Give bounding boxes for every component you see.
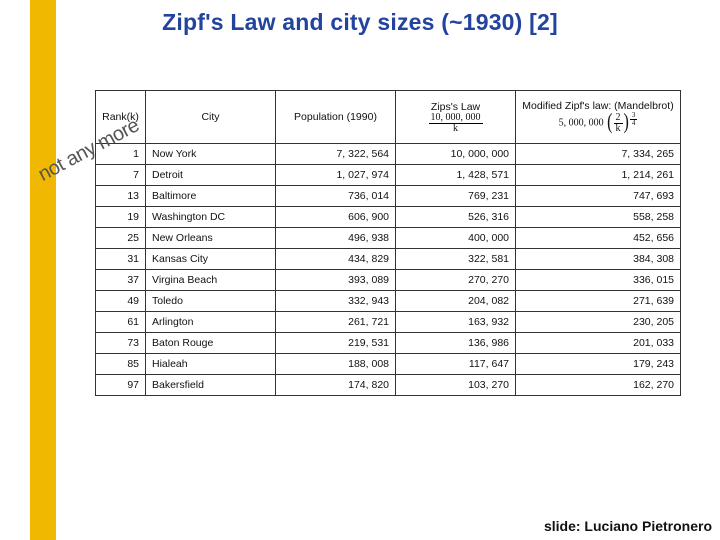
data-table: Rank(k) City Population (1990) Zips's La…: [95, 90, 681, 396]
cell-pop: 188, 008: [276, 354, 396, 375]
cell-city: Washington DC: [146, 207, 276, 228]
table-row: 97Bakersfield174, 820103, 270162, 270: [96, 375, 681, 396]
cell-mod: 230, 205: [516, 312, 681, 333]
cell-city: Virgina Beach: [146, 270, 276, 291]
cell-rank: 73: [96, 333, 146, 354]
table-row: 1Now York7, 322, 56410, 000, 0007, 334, …: [96, 144, 681, 165]
cell-mod: 7, 334, 265: [516, 144, 681, 165]
cell-mod: 336, 015: [516, 270, 681, 291]
cell-zipf: 117, 647: [396, 354, 516, 375]
accent-bar: [30, 0, 56, 540]
data-table-wrap: Rank(k) City Population (1990) Zips's La…: [95, 90, 680, 396]
cell-city: Toledo: [146, 291, 276, 312]
cell-pop: 261, 721: [276, 312, 396, 333]
col-zipf-header: Zips's Law 10, 000, 000 k: [396, 91, 516, 144]
cell-city: Kansas City: [146, 249, 276, 270]
cell-rank: 25: [96, 228, 146, 249]
cell-city: Baltimore: [146, 186, 276, 207]
table-row: 61Arlington261, 721163, 932230, 205: [96, 312, 681, 333]
cell-city: Now York: [146, 144, 276, 165]
cell-rank: 19: [96, 207, 146, 228]
cell-zipf: 10, 000, 000: [396, 144, 516, 165]
cell-zipf: 163, 932: [396, 312, 516, 333]
cell-rank: 31: [96, 249, 146, 270]
cell-rank: 7: [96, 165, 146, 186]
cell-mod: 747, 693: [516, 186, 681, 207]
cell-zipf: 270, 270: [396, 270, 516, 291]
cell-pop: 496, 938: [276, 228, 396, 249]
cell-pop: 332, 943: [276, 291, 396, 312]
cell-rank: 85: [96, 354, 146, 375]
table-row: 37Virgina Beach393, 089270, 270336, 015: [96, 270, 681, 291]
mod-header-label: Modified Zipf's law: (Mandelbrot): [519, 100, 677, 112]
table-row: 85Hialeah188, 008117, 647179, 243: [96, 354, 681, 375]
cell-pop: 434, 829: [276, 249, 396, 270]
cell-zipf: 526, 316: [396, 207, 516, 228]
cell-mod: 384, 308: [516, 249, 681, 270]
cell-city: Detroit: [146, 165, 276, 186]
table-row: 31Kansas City434, 829322, 581384, 308: [96, 249, 681, 270]
col-rank-header: Rank(k): [96, 91, 146, 144]
cell-mod: 201, 033: [516, 333, 681, 354]
cell-rank: 13: [96, 186, 146, 207]
cell-mod: 179, 243: [516, 354, 681, 375]
mod-formula: 5, 000, 000 ( 2 k ) 3 4: [559, 112, 638, 134]
zipf-header-label: Zips's Law: [399, 101, 512, 113]
cell-zipf: 103, 270: [396, 375, 516, 396]
cell-rank: 61: [96, 312, 146, 333]
cell-rank: 37: [96, 270, 146, 291]
table-row: 73Baton Rouge219, 531136, 986201, 033: [96, 333, 681, 354]
cell-pop: 393, 089: [276, 270, 396, 291]
cell-rank: 1: [96, 144, 146, 165]
cell-zipf: 400, 000: [396, 228, 516, 249]
table-row: 49Toledo332, 943204, 082271, 639: [96, 291, 681, 312]
cell-zipf: 204, 082: [396, 291, 516, 312]
col-pop-header: Population (1990): [276, 91, 396, 144]
cell-zipf: 136, 986: [396, 333, 516, 354]
cell-pop: 1, 027, 974: [276, 165, 396, 186]
cell-pop: 7, 322, 564: [276, 144, 396, 165]
cell-rank: 97: [96, 375, 146, 396]
cell-pop: 174, 820: [276, 375, 396, 396]
col-mod-header: Modified Zipf's law: (Mandelbrot) 5, 000…: [516, 91, 681, 144]
cell-mod: 558, 258: [516, 207, 681, 228]
cell-zipf: 769, 231: [396, 186, 516, 207]
cell-mod: 162, 270: [516, 375, 681, 396]
cell-zipf: 322, 581: [396, 249, 516, 270]
cell-mod: 271, 639: [516, 291, 681, 312]
table-row: 13Baltimore736, 014769, 231747, 693: [96, 186, 681, 207]
cell-city: Arlington: [146, 312, 276, 333]
table-row: 19Washington DC606, 900526, 316558, 258: [96, 207, 681, 228]
cell-rank: 49: [96, 291, 146, 312]
cell-mod: 452, 656: [516, 228, 681, 249]
cell-zipf: 1, 428, 571: [396, 165, 516, 186]
cell-city: Hialeah: [146, 354, 276, 375]
cell-mod: 1, 214, 261: [516, 165, 681, 186]
table-row: 7Detroit1, 027, 9741, 428, 5711, 214, 26…: [96, 165, 681, 186]
zipf-formula: 10, 000, 000 k: [429, 113, 483, 134]
table-row: 25New Orleans496, 938400, 000452, 656: [96, 228, 681, 249]
page-title: Zipf's Law and city sizes (~1930) [2]: [0, 9, 720, 36]
cell-city: Baton Rouge: [146, 333, 276, 354]
cell-pop: 606, 900: [276, 207, 396, 228]
table-header-row: Rank(k) City Population (1990) Zips's La…: [96, 91, 681, 144]
cell-pop: 219, 531: [276, 333, 396, 354]
slide-credit: slide: Luciano Pietronero: [544, 518, 712, 534]
cell-pop: 736, 014: [276, 186, 396, 207]
col-city-header: City: [146, 91, 276, 144]
cell-city: Bakersfield: [146, 375, 276, 396]
cell-city: New Orleans: [146, 228, 276, 249]
